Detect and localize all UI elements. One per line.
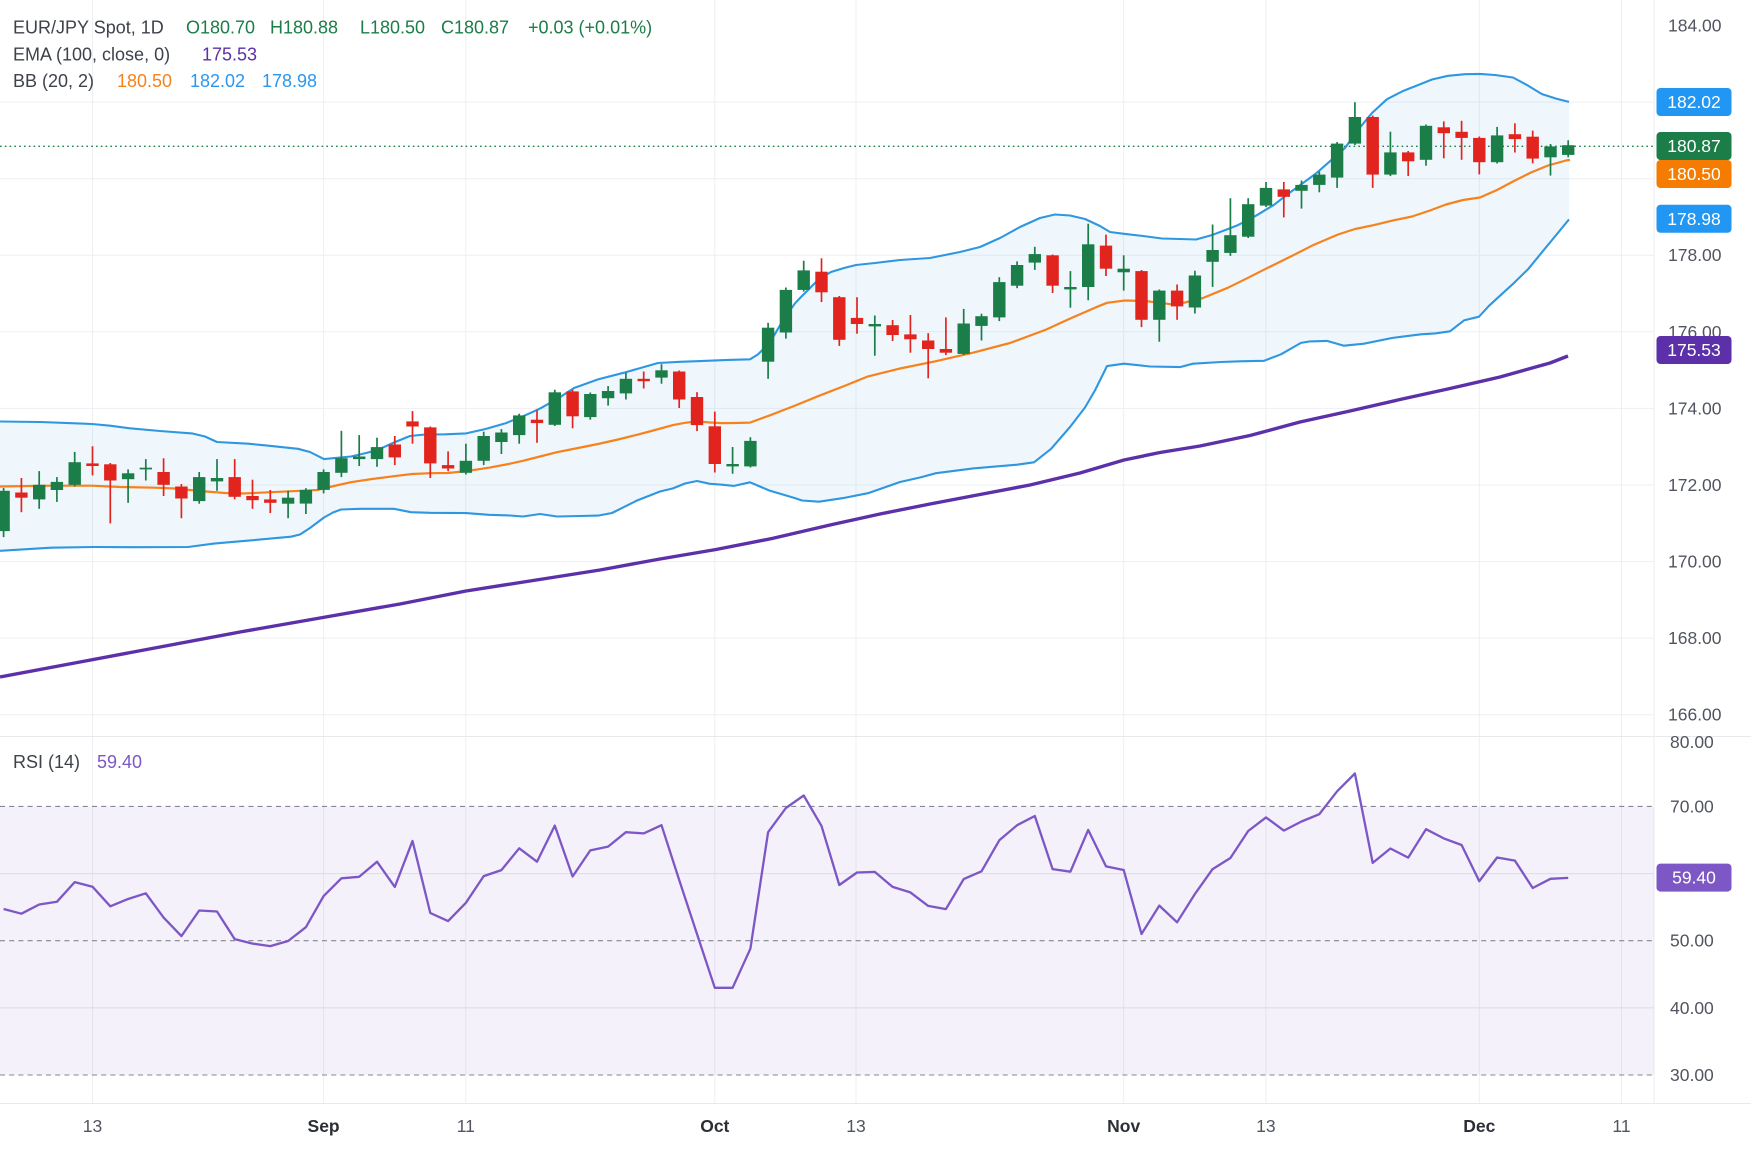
svg-text:11: 11: [1612, 1116, 1630, 1136]
svg-text:182.02: 182.02: [1667, 92, 1721, 112]
svg-text:11: 11: [457, 1116, 475, 1136]
svg-text:184.00: 184.00: [1668, 16, 1722, 36]
svg-text:59.40: 59.40: [1672, 868, 1716, 888]
svg-text:166.00: 166.00: [1668, 705, 1722, 725]
svg-text:RSI (14): RSI (14): [13, 752, 80, 772]
svg-text:EUR/JPY Spot, 1D: EUR/JPY Spot, 1D: [13, 18, 164, 38]
svg-text:172.00: 172.00: [1668, 475, 1722, 495]
svg-text:59.40: 59.40: [97, 752, 142, 772]
svg-text:Oct: Oct: [700, 1116, 729, 1136]
svg-text:50.00: 50.00: [1670, 931, 1714, 951]
svg-text:80.00: 80.00: [1670, 732, 1714, 752]
svg-text:40.00: 40.00: [1670, 998, 1714, 1018]
svg-text:174.00: 174.00: [1668, 398, 1722, 418]
svg-text:13: 13: [1256, 1116, 1275, 1136]
svg-text:180.50: 180.50: [1667, 164, 1721, 184]
svg-text:178.00: 178.00: [1668, 245, 1722, 265]
svg-text:EMA (100, close, 0): EMA (100, close, 0): [13, 45, 170, 65]
svg-text:BB (20, 2): BB (20, 2): [13, 71, 94, 91]
svg-text:175.53: 175.53: [1667, 340, 1721, 360]
svg-text:Dec: Dec: [1463, 1116, 1495, 1136]
svg-text:70.00: 70.00: [1670, 796, 1714, 816]
svg-text:170.00: 170.00: [1668, 552, 1722, 572]
svg-text:13: 13: [846, 1116, 865, 1136]
svg-text:Sep: Sep: [308, 1116, 340, 1136]
svg-text:180.50: 180.50: [117, 71, 172, 91]
svg-text:180.87: 180.87: [1667, 136, 1721, 156]
svg-text:Nov: Nov: [1107, 1116, 1140, 1136]
svg-text:175.53: 175.53: [202, 45, 257, 65]
svg-text:168.00: 168.00: [1668, 628, 1722, 648]
svg-text:13: 13: [83, 1116, 102, 1136]
svg-text:30.00: 30.00: [1670, 1065, 1714, 1085]
svg-text:178.98: 178.98: [1667, 209, 1721, 229]
